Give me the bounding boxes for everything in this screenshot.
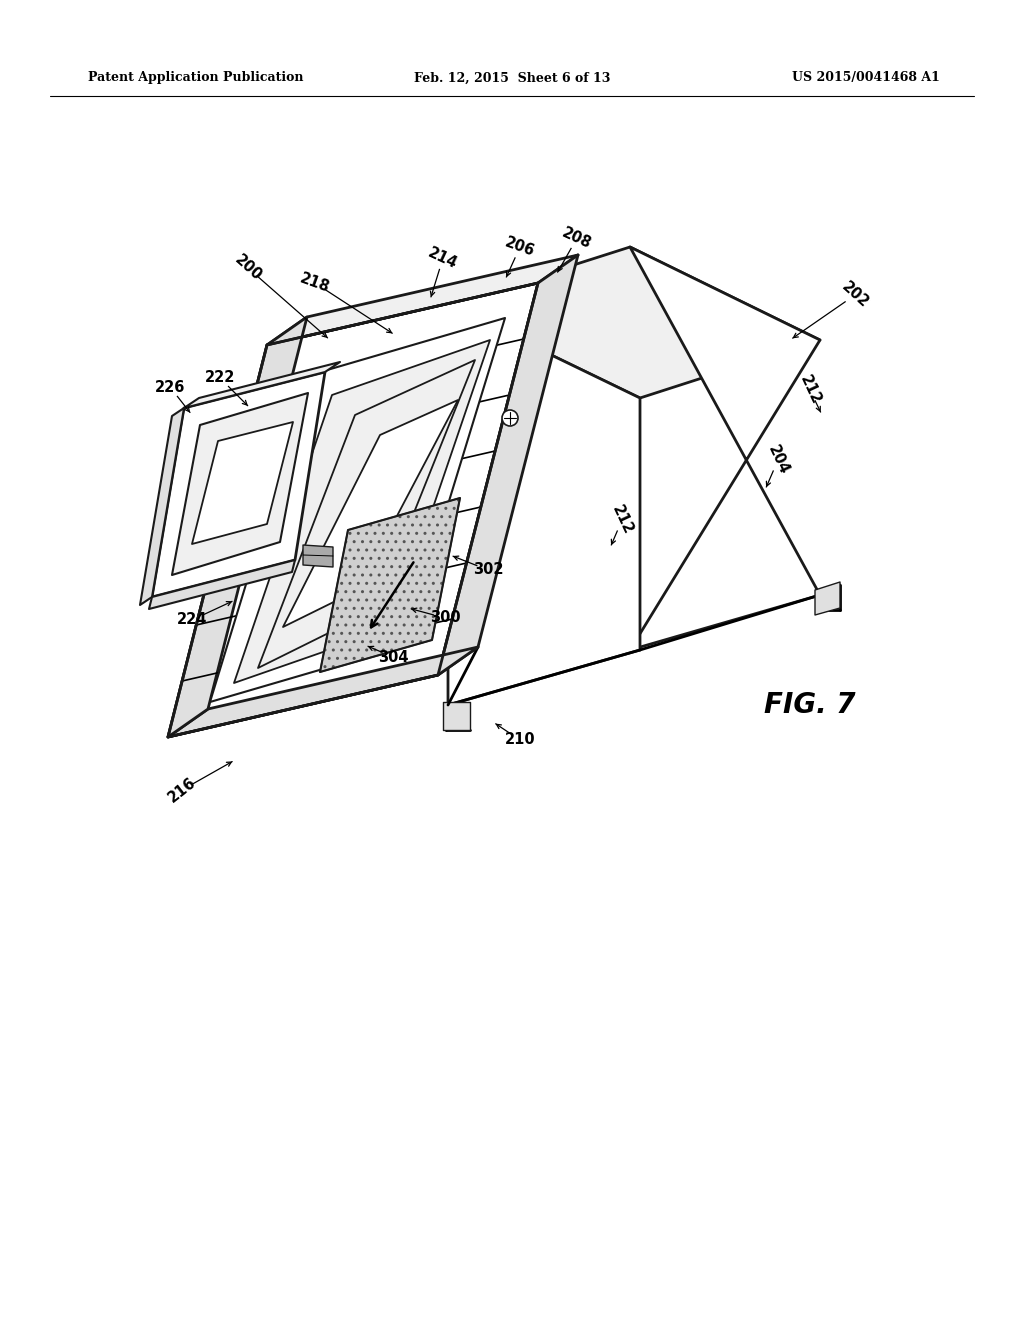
- Text: 300: 300: [430, 610, 461, 626]
- Circle shape: [502, 411, 518, 426]
- Polygon shape: [168, 282, 538, 737]
- Polygon shape: [234, 341, 490, 682]
- Text: 202: 202: [839, 280, 871, 310]
- Text: 302: 302: [473, 562, 503, 578]
- Text: 204: 204: [765, 444, 792, 477]
- Polygon shape: [815, 582, 840, 615]
- Text: US 2015/0041468 A1: US 2015/0041468 A1: [793, 71, 940, 84]
- Text: 200: 200: [231, 252, 264, 284]
- Text: 216: 216: [165, 775, 199, 805]
- Polygon shape: [193, 422, 293, 544]
- Polygon shape: [168, 647, 478, 737]
- Polygon shape: [438, 255, 578, 675]
- Polygon shape: [303, 545, 333, 568]
- Text: 304: 304: [378, 649, 409, 664]
- Text: 206: 206: [503, 235, 537, 259]
- Text: 212: 212: [608, 503, 635, 537]
- Text: 218: 218: [298, 271, 332, 296]
- Polygon shape: [140, 408, 184, 605]
- Text: Feb. 12, 2015  Sheet 6 of 13: Feb. 12, 2015 Sheet 6 of 13: [414, 71, 610, 84]
- Polygon shape: [172, 393, 308, 576]
- Text: 224: 224: [177, 612, 207, 627]
- Text: 210: 210: [505, 733, 536, 747]
- Polygon shape: [319, 498, 460, 672]
- Polygon shape: [449, 305, 640, 705]
- Text: 212: 212: [797, 374, 823, 407]
- Polygon shape: [443, 702, 470, 730]
- Polygon shape: [152, 372, 325, 597]
- Polygon shape: [150, 560, 295, 609]
- Polygon shape: [630, 247, 820, 649]
- Text: Patent Application Publication: Patent Application Publication: [88, 71, 303, 84]
- Text: 226: 226: [155, 380, 185, 395]
- Polygon shape: [168, 317, 307, 737]
- Polygon shape: [184, 362, 340, 408]
- Polygon shape: [210, 318, 505, 702]
- Text: 222: 222: [205, 371, 236, 385]
- Polygon shape: [267, 255, 578, 345]
- Text: FIG. 7: FIG. 7: [764, 690, 856, 719]
- Text: 214: 214: [426, 244, 460, 271]
- Polygon shape: [449, 247, 820, 399]
- Polygon shape: [283, 400, 458, 627]
- Text: 208: 208: [560, 224, 594, 251]
